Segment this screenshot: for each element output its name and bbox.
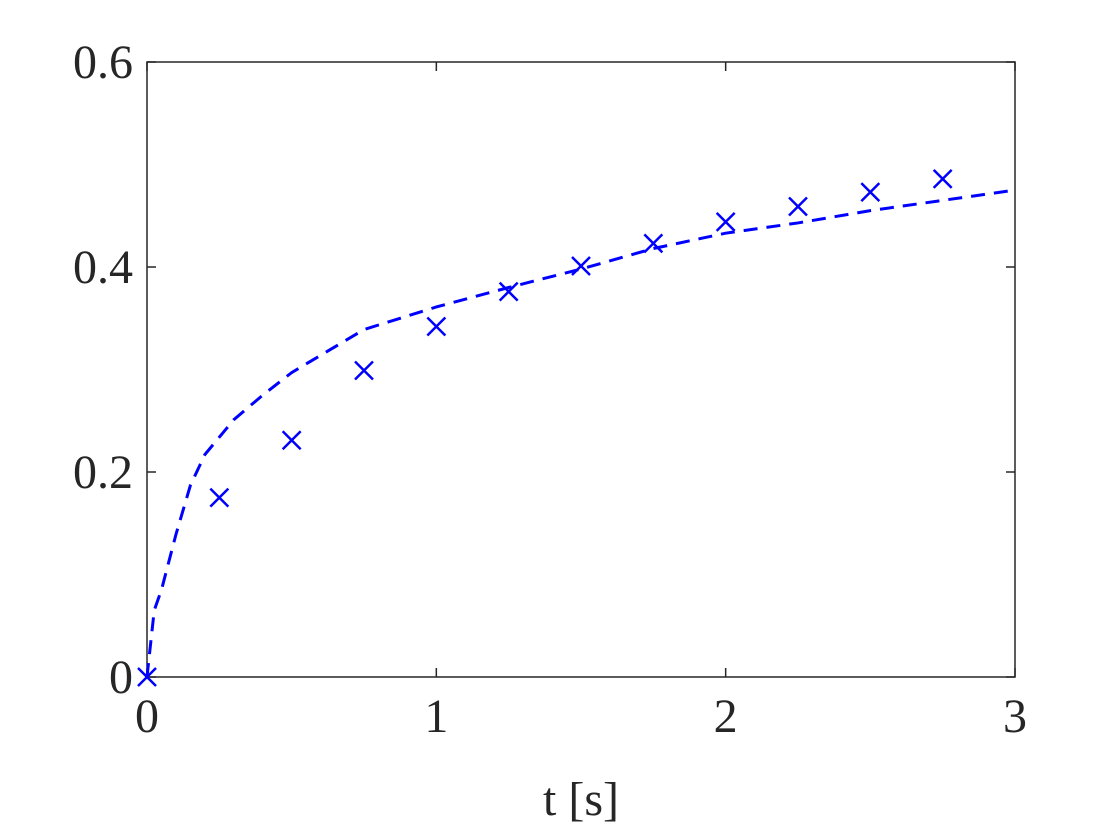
x-tick-label: 3 — [1003, 690, 1027, 743]
data-point — [643, 233, 664, 254]
data-point — [498, 281, 519, 302]
axes-box — [146, 61, 1016, 678]
data-point — [932, 168, 953, 189]
data-point — [426, 316, 447, 337]
data-point — [209, 487, 230, 508]
x-tick-label: 2 — [714, 690, 738, 743]
y-tick-label: 0.2 — [73, 446, 133, 499]
y-tick-label: 0 — [109, 651, 133, 704]
data-point — [788, 196, 808, 217]
x-tick-label: 0 — [135, 690, 159, 743]
x-tick-label: 1 — [424, 690, 448, 743]
data-point — [281, 430, 302, 451]
y-tick-label: 0.4 — [73, 241, 133, 294]
x-axis-label: t [s] — [543, 773, 619, 826]
y-tick-label: 0.6 — [73, 36, 133, 89]
data-point — [715, 212, 736, 232]
fit-line — [145, 188, 1016, 678]
data-point — [860, 182, 881, 203]
data-point — [354, 360, 374, 381]
